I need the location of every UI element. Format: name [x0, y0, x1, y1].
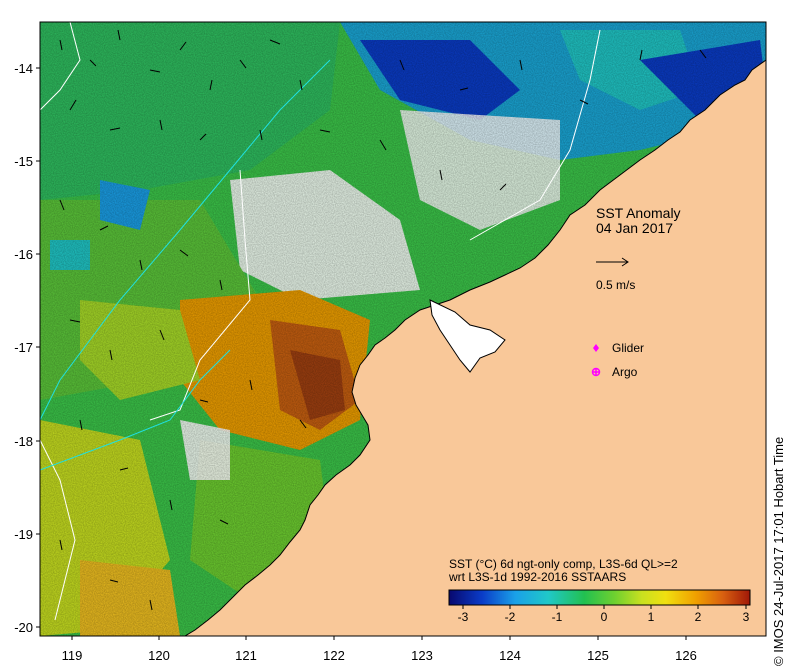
colorbar-tick-label: 0: [601, 610, 608, 624]
colorbar-gradient: [448, 589, 751, 606]
scale-vector-label: 0.5 m/s: [596, 278, 635, 292]
lon-tick-label: 121: [235, 648, 257, 663]
bathymetry-contours: [40, 22, 601, 621]
lon-tick-label: 123: [411, 648, 433, 663]
colorbar-tick-label: 1: [648, 610, 655, 624]
lat-tick-label: -17: [14, 340, 33, 355]
lat-tick-label: -18: [14, 434, 33, 449]
current-vectors: [59, 29, 707, 611]
lat-tick-label: -15: [14, 154, 33, 169]
lon-tick-label: 119: [62, 648, 83, 663]
colorbar-title-line2: wrt L3S-1d 1992-2016 SSTAARS: [448, 570, 626, 584]
credit-label: © IMOS 24-Jul-2017 17:01 Hobart Time: [771, 436, 786, 666]
lon-tick-label: 125: [587, 648, 609, 663]
map-title: SST Anomaly: [596, 205, 681, 221]
king-sound: [429, 299, 506, 373]
lon-axis: [71, 636, 687, 640]
lon-tick-label: 126: [675, 648, 697, 663]
colorbar-title-line1: SST (°C) 6d ngt-only comp, L3S-6d QL>=2: [449, 557, 678, 571]
legend-label-argo: Argo: [612, 365, 638, 379]
colorbar: SST (°C) 6d ngt-only comp, L3S-6d QL>=2 …: [448, 557, 751, 624]
lat-axis: [36, 67, 40, 628]
legend-label-glider: Glider: [612, 341, 644, 355]
lat-tick-label: -14: [14, 61, 33, 76]
scale-vector-arrowhead: [621, 257, 629, 267]
lat-tick-label: -16: [14, 247, 33, 262]
colorbar-tick-label: -3: [458, 610, 469, 624]
lon-tick-label: 124: [499, 648, 521, 663]
glider-marker-icon: [593, 344, 599, 352]
plot-frame: [39, 21, 767, 637]
lat-tick-label: -20: [14, 620, 33, 635]
plot-area: [40, 22, 766, 636]
lon-tick-label: 122: [323, 648, 345, 663]
colorbar-tick-label: 3: [743, 610, 750, 624]
argo-marker-icon: [591, 367, 601, 377]
map-date: 04 Jan 2017: [596, 220, 673, 236]
colorbar-tick-label: -1: [552, 610, 563, 624]
lon-tick-label: 120: [148, 648, 170, 663]
colorbar-tick-label: 2: [695, 610, 702, 624]
legend: Glider Argo: [591, 341, 644, 379]
lat-tick-label: -19: [14, 527, 33, 542]
colorbar-tick-label: -2: [505, 610, 516, 624]
